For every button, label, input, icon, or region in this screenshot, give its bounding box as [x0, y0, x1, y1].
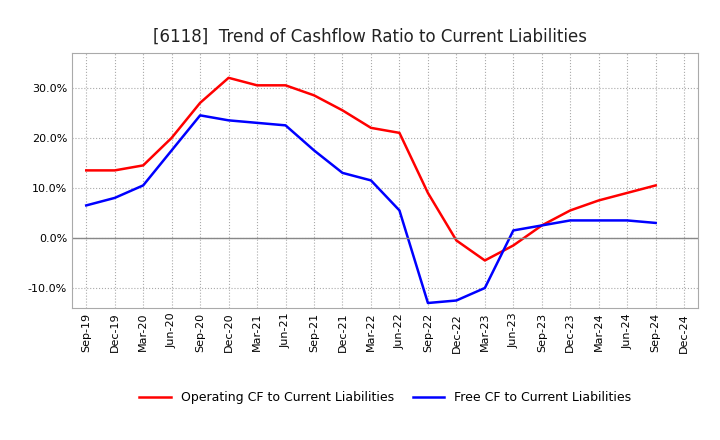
Operating CF to Current Liabilities: [480, 258, 489, 263]
Free CF to Current Liabilities: [537, 223, 546, 228]
Free CF to Current Liabilities: [652, 220, 660, 226]
Operating CF to Current Liabilities: [537, 223, 546, 228]
Text: [6118]  Trend of Cashflow Ratio to Current Liabilities: [6118] Trend of Cashflow Ratio to Curren…: [153, 28, 588, 46]
Free CF to Current Liabilities: [452, 298, 461, 303]
Operating CF to Current Liabilities: [253, 83, 261, 88]
Free CF to Current Liabilities: [82, 203, 91, 208]
Free CF to Current Liabilities: [480, 286, 489, 291]
Operating CF to Current Liabilities: [566, 208, 575, 213]
Free CF to Current Liabilities: [282, 123, 290, 128]
Free CF to Current Liabilities: [253, 120, 261, 125]
Free CF to Current Liabilities: [509, 228, 518, 233]
Operating CF to Current Liabilities: [423, 190, 432, 195]
Free CF to Current Liabilities: [423, 301, 432, 306]
Operating CF to Current Liabilities: [452, 238, 461, 243]
Operating CF to Current Liabilities: [652, 183, 660, 188]
Free CF to Current Liabilities: [167, 148, 176, 153]
Operating CF to Current Liabilities: [110, 168, 119, 173]
Operating CF to Current Liabilities: [225, 75, 233, 81]
Operating CF to Current Liabilities: [310, 93, 318, 98]
Operating CF to Current Liabilities: [395, 130, 404, 136]
Legend: Operating CF to Current Liabilities, Free CF to Current Liabilities: Operating CF to Current Liabilities, Fre…: [135, 386, 636, 409]
Operating CF to Current Liabilities: [366, 125, 375, 131]
Free CF to Current Liabilities: [225, 118, 233, 123]
Free CF to Current Liabilities: [566, 218, 575, 223]
Operating CF to Current Liabilities: [139, 163, 148, 168]
Operating CF to Current Liabilities: [282, 83, 290, 88]
Free CF to Current Liabilities: [595, 218, 603, 223]
Line: Free CF to Current Liabilities: Free CF to Current Liabilities: [86, 115, 656, 303]
Free CF to Current Liabilities: [623, 218, 631, 223]
Free CF to Current Liabilities: [395, 208, 404, 213]
Free CF to Current Liabilities: [110, 195, 119, 201]
Operating CF to Current Liabilities: [338, 108, 347, 113]
Operating CF to Current Liabilities: [595, 198, 603, 203]
Operating CF to Current Liabilities: [623, 190, 631, 195]
Free CF to Current Liabilities: [139, 183, 148, 188]
Operating CF to Current Liabilities: [509, 243, 518, 248]
Operating CF to Current Liabilities: [82, 168, 91, 173]
Operating CF to Current Liabilities: [167, 135, 176, 140]
Free CF to Current Liabilities: [196, 113, 204, 118]
Free CF to Current Liabilities: [366, 178, 375, 183]
Free CF to Current Liabilities: [310, 148, 318, 153]
Operating CF to Current Liabilities: [196, 100, 204, 106]
Free CF to Current Liabilities: [338, 170, 347, 176]
Line: Operating CF to Current Liabilities: Operating CF to Current Liabilities: [86, 78, 656, 260]
